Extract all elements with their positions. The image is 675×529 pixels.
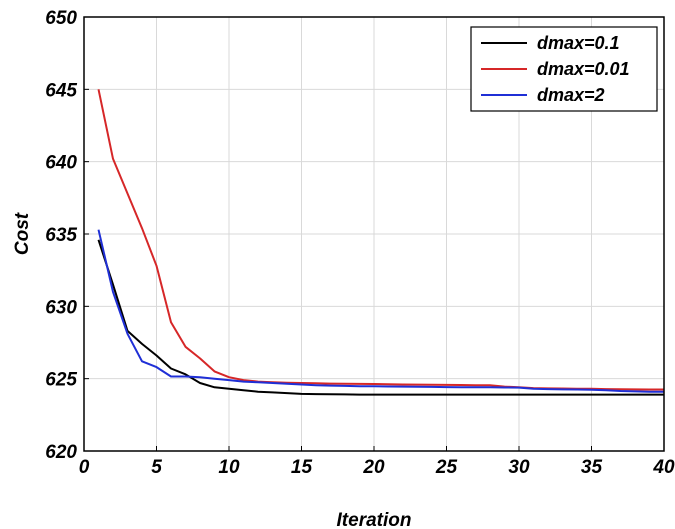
- x-tick-label: 20: [362, 457, 385, 478]
- y-axis-label: Cost: [12, 212, 33, 255]
- y-tick-label: 640: [45, 153, 77, 174]
- legend: dmax=0.1 dmax=0.01 dmax=2: [470, 26, 658, 112]
- y-tick-label: 650: [45, 8, 77, 29]
- x-tick-label: 10: [218, 457, 240, 478]
- series-line-2: [97, 89, 664, 391]
- y-tick-label: 630: [45, 297, 77, 318]
- x-tick-label: 40: [652, 457, 675, 478]
- axis-ticks: 0 5 10 15 20 25 30 35 40 620 625 630 635 640 645 650: [45, 8, 675, 478]
- x-tick-label: 0: [79, 457, 90, 478]
- series-line-3: [97, 229, 664, 393]
- y-tick-label: 625: [45, 370, 77, 391]
- x-tick-label: 35: [581, 457, 603, 478]
- y-tick-label: 635: [45, 225, 77, 246]
- series-line-1: [97, 239, 664, 396]
- y-tick-label: 620: [45, 442, 77, 463]
- x-tick-label: 25: [435, 457, 458, 478]
- x-tick-label: 15: [291, 457, 313, 478]
- y-tick-label: 645: [45, 80, 77, 101]
- legend-label: dmax=0.1: [537, 33, 620, 53]
- legend-label: dmax=0.01: [537, 59, 630, 79]
- x-axis-label: Iteration: [337, 510, 412, 529]
- x-tick-label: 30: [508, 457, 530, 478]
- legend-label: dmax=2: [537, 85, 605, 105]
- series-layer: [97, 89, 664, 396]
- x-tick-label: 5: [151, 457, 162, 478]
